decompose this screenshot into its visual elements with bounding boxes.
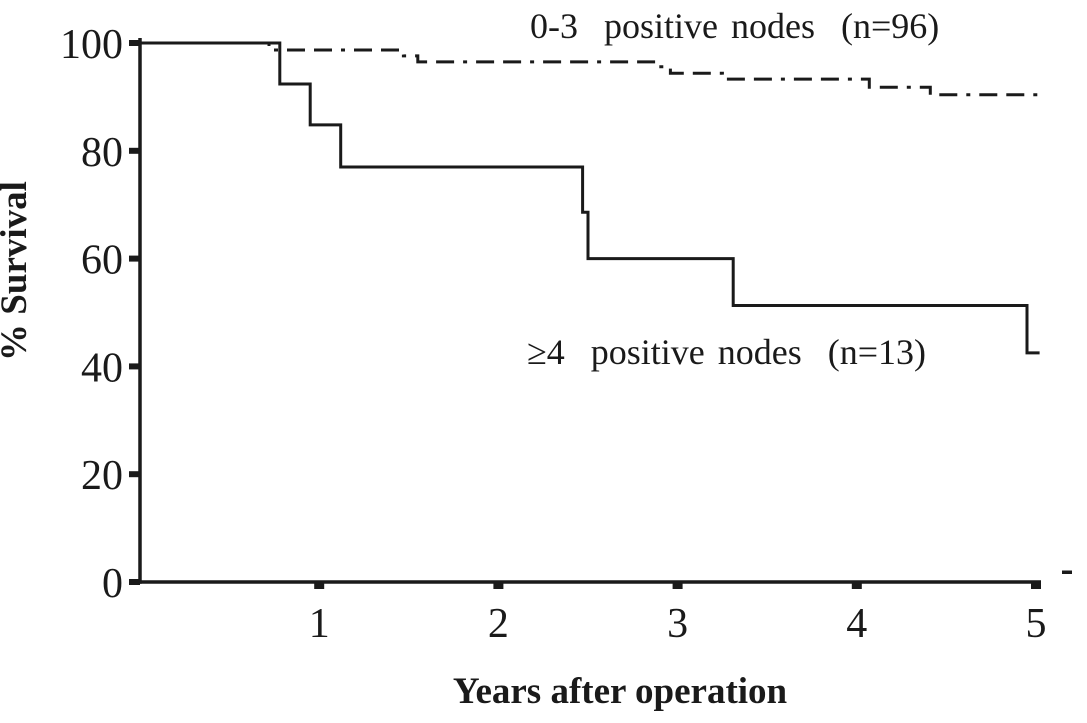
- x-tick-mark-4: [851, 583, 862, 589]
- y-tick-mark-0: [129, 579, 140, 585]
- curve-label-4plus-nodes: ≥4 positive nodes (n=13): [527, 332, 926, 372]
- y-tick-mark-80: [129, 147, 140, 154]
- x-axis-title: Years after operation: [453, 671, 788, 712]
- y-tick-label-80: 80: [81, 130, 123, 176]
- x-tick-mark-3: [672, 583, 683, 589]
- x-axis-ticks: 1 2 3 4 5: [309, 583, 1047, 647]
- y-tick-label-60: 60: [81, 238, 123, 284]
- stray-tick-mark: [1062, 570, 1072, 574]
- x-tick-mark-2: [493, 583, 504, 589]
- y-tick-mark-60: [129, 255, 140, 262]
- x-tick-label-2: 2: [488, 601, 509, 647]
- y-tick-mark-40: [129, 363, 140, 370]
- curve-label-0-3-nodes: 0-3 positive nodes (n=96): [530, 6, 939, 46]
- x-tick-label-4: 4: [846, 601, 867, 647]
- x-tick-label-1: 1: [309, 601, 330, 647]
- y-axis-title: % Survival: [0, 181, 35, 361]
- y-tick-label-100: 100: [60, 22, 123, 68]
- y-axis-ticks: 0 20 40 60 80 100: [60, 22, 140, 607]
- axes: [137, 38, 1041, 584]
- x-tick-mark-5: [1031, 583, 1041, 589]
- y-tick-label-40: 40: [81, 345, 123, 391]
- y-tick-label-20: 20: [81, 453, 123, 499]
- dashed-survival-curve-0-3-nodes: [140, 41, 1040, 97]
- x-tick-mark-1: [314, 583, 325, 589]
- solid-survival-curve-4plus-nodes: [140, 41, 1040, 355]
- y-tick-mark-20: [129, 471, 140, 478]
- y-tick-label-0: 0: [102, 561, 123, 607]
- y-tick-mark-100: [129, 40, 140, 46]
- x-tick-label-3: 3: [667, 601, 688, 647]
- x-tick-label-5: 5: [1026, 601, 1047, 647]
